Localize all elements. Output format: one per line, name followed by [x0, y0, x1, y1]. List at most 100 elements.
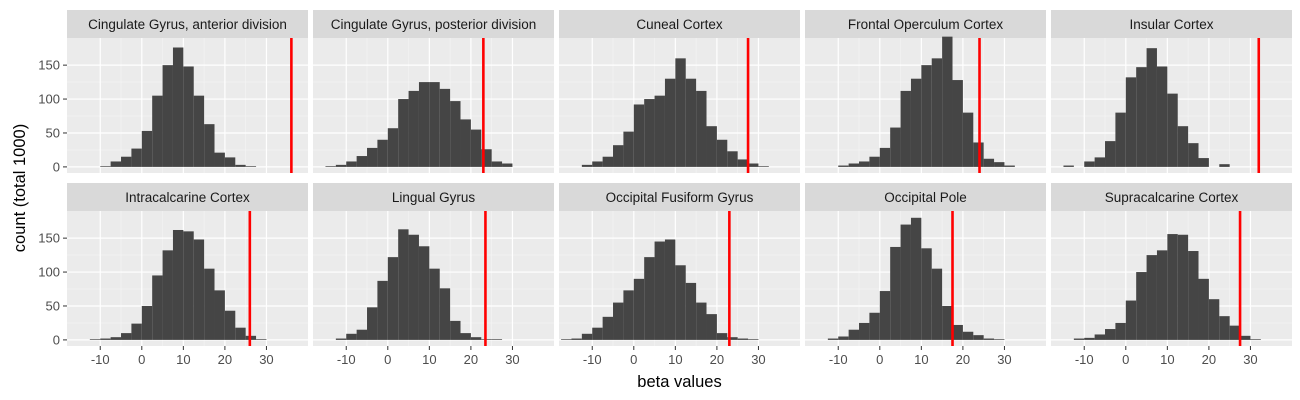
histogram-bar — [1250, 339, 1261, 340]
histogram-bar — [491, 339, 503, 340]
histogram-bar — [838, 336, 849, 340]
facet-strip — [67, 10, 308, 38]
histogram-bar — [931, 58, 943, 167]
facet-strip-label: Occipital Pole — [884, 190, 967, 205]
histogram-bar — [377, 280, 388, 340]
histogram-bar — [1167, 93, 1178, 167]
x-tick-label: 0 — [138, 352, 145, 367]
histogram-bar — [900, 90, 911, 167]
histogram-bar — [346, 333, 357, 340]
histogram-bar — [245, 166, 257, 167]
histogram-bar — [335, 338, 347, 340]
histogram-bar — [1208, 299, 1220, 340]
histogram-bar — [942, 305, 953, 340]
histogram-bar — [1177, 234, 1189, 340]
histogram-bar — [325, 166, 336, 167]
histogram-bar — [1177, 126, 1189, 167]
histogram-bar — [900, 224, 911, 340]
histogram-bar — [172, 229, 184, 340]
x-tick-label: -10 — [829, 352, 848, 367]
x-tick-label: 30 — [505, 352, 519, 367]
histogram-bar — [1188, 143, 1199, 167]
x-tick-label: 30 — [751, 352, 765, 367]
histogram-bar — [696, 302, 707, 340]
x-tick-label: -10 — [91, 352, 110, 367]
histogram-bar — [89, 339, 101, 340]
facet-strip — [1051, 183, 1292, 211]
histogram-bar — [654, 241, 665, 340]
histogram-bar — [1167, 234, 1178, 340]
histogram-bar — [367, 147, 378, 167]
histogram-bar — [859, 322, 870, 340]
histogram-bar — [737, 338, 749, 340]
y-tick-label: 150 — [38, 58, 60, 73]
histogram-bar — [256, 339, 267, 340]
histogram-bar — [214, 290, 225, 340]
histogram-bar — [408, 234, 419, 340]
histogram-bar — [1084, 337, 1095, 340]
histogram-bar — [859, 161, 870, 167]
x-tick-label: 10 — [422, 352, 436, 367]
histogram-bar — [952, 80, 963, 167]
histogram-bar — [602, 316, 614, 340]
facet-strip-label: Lingual Gyrus — [392, 190, 476, 205]
histogram-bar — [214, 152, 225, 167]
histogram-bar — [235, 164, 246, 167]
histogram-bar — [204, 268, 215, 340]
histogram-bar — [429, 268, 440, 340]
histogram-bar — [470, 129, 482, 167]
histogram-bar — [879, 147, 891, 167]
facet-strip — [313, 10, 554, 38]
histogram-bar — [110, 161, 122, 167]
histogram-bar — [664, 78, 676, 167]
histogram-bar — [644, 99, 655, 167]
histogram-bar — [356, 156, 368, 167]
histogram-bar — [162, 250, 173, 340]
y-tick-label: 50 — [46, 298, 60, 313]
x-tick-label: 30 — [997, 352, 1011, 367]
histogram-bar — [838, 165, 849, 167]
histogram-bar — [183, 231, 194, 340]
histogram-bar — [429, 82, 440, 167]
histogram-bar — [235, 327, 246, 340]
histogram-bar — [869, 156, 880, 167]
histogram-bar — [152, 95, 163, 167]
facet-strip — [805, 10, 1046, 38]
histogram-bar — [613, 145, 624, 167]
histogram-bar — [1105, 329, 1116, 340]
x-tick-label: 0 — [876, 352, 883, 367]
histogram-bar — [1156, 250, 1168, 340]
histogram-bar — [675, 265, 686, 340]
histogram-bar — [561, 339, 572, 340]
histogram-bar — [654, 95, 665, 167]
histogram-bar — [1125, 77, 1137, 167]
facet-strip-label: Supracalcarine Cortex — [1105, 190, 1239, 205]
x-tick-label: 20 — [1202, 352, 1216, 367]
histogram-bar — [581, 164, 593, 167]
histogram-bar — [879, 291, 891, 340]
histogram-bar — [994, 339, 1005, 340]
histogram-bar — [727, 151, 738, 167]
histogram-bar — [141, 305, 153, 340]
histogram-bar — [1115, 112, 1126, 167]
x-tick-label: 10 — [176, 352, 190, 367]
histogram-bar — [450, 101, 461, 167]
x-tick-label: 0 — [1122, 352, 1129, 367]
histogram-bar — [367, 307, 378, 340]
x-tick-label: 30 — [1243, 352, 1257, 367]
facet-strip — [805, 183, 1046, 211]
histogram-bar — [387, 128, 399, 167]
histogram-bar — [1094, 334, 1106, 340]
facet-strip — [67, 183, 308, 211]
histogram-bar — [1073, 338, 1085, 340]
histogram-bar — [848, 163, 860, 167]
histogram-bar — [664, 239, 676, 340]
histogram-bar — [581, 333, 593, 340]
facet-panel: Intracalcarine Cortex 0 50 100 150 -10 0 10 20 30 — [38, 183, 308, 367]
histogram-bar — [633, 104, 645, 167]
facet-strip-label: Frontal Operculum Cortex — [848, 17, 1004, 32]
histogram-bar — [1198, 158, 1209, 167]
facet-strip-label: Cingulate Gyrus, posterior division — [331, 17, 537, 32]
histogram-bar — [706, 126, 717, 167]
